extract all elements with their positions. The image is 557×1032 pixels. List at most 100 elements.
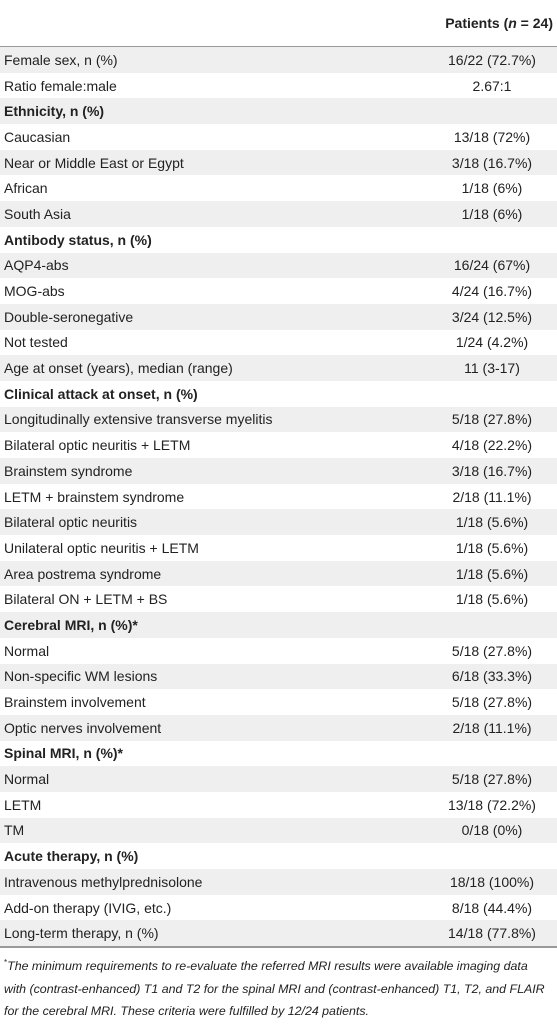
row-value [427,98,557,124]
table-row: Optic nerves involvement 2/18 (11.1%) [0,714,557,741]
row-value: 1/18 (6%) [461,205,523,222]
row-label: Area postrema syndrome [4,565,162,582]
row-value: 13/18 (72%) [453,128,531,145]
row-label: Normal [4,642,50,659]
table-row: Brainstem involvement 5/18 (27.8%) [0,689,557,715]
row-value: 5/18 (27.8%) [451,642,533,659]
row-label: Add-on therapy (IVIG, etc.) [4,899,172,916]
section-label: Acute therapy, n (%) [4,848,139,865]
row-label: Bilateral optic neuritis + LETM [4,437,191,454]
table-row: Normal 5/18 (27.8%) [0,638,557,664]
row-value [427,612,557,638]
row-label: Age at onset (years), median (range) [4,360,233,377]
table-row: Clinical attack at onset, n (%) [0,381,557,407]
row-label: LETM + brainstem syndrome [4,488,185,505]
row-value: 3/18 (16.7%) [451,462,533,479]
row-label: LETM [4,796,42,813]
row-label: Normal [4,771,50,788]
row-value: 4/18 (22.2%) [451,437,533,454]
table-row: Age at onset (years), median (range) 11 (… [0,355,557,381]
row-label: Not tested [4,334,68,351]
row-value: 1/18 (5.6%) [455,591,529,608]
table-row: Bilateral optic neuritis + LETM 4/18 (22.… [0,432,557,458]
row-value [427,381,557,407]
table-body: Female sex, n (%) 16/22 (72.7%) Ratio fema… [0,46,557,947]
table-row: Ratio female:male 2.67:1 [0,73,557,99]
row-label: Unilateral optic neuritis + LETM [4,539,199,556]
row-value: 6/18 (33.3%) [451,668,533,685]
table-row: Female sex, n (%) 16/22 (72.7%) [0,46,557,73]
table: Patients (n = 24) Female sex, n (%) 16/22… [0,0,557,947]
footnote: *The minimum requirements to re-evaluate… [0,948,557,1023]
section-label: Ethnicity, n (%) [4,103,105,120]
row-value: 5/18 (27.8%) [451,411,533,428]
row-value: 3/24 (12.5%) [451,308,533,325]
row-label: Non-specific WM lesions [4,668,158,685]
row-value: 2.67:1 [472,77,512,94]
row-value: 1/24 (4.2%) [455,334,529,351]
row-value: 2/18 (11.1%) [452,488,532,505]
table-row: Double-seronegative 3/24 (12.5%) [0,303,557,330]
table-row: Intravenous methylprednisolone 18/18 (100… [0,869,557,895]
table-row: Caucasian 13/18 (72%) [0,124,557,150]
row-value [427,227,557,253]
row-label: MOG-abs [4,283,65,300]
row-label: Brainstem involvement [4,694,146,711]
table-row: Longitudinally extensive transverse myel… [0,406,557,433]
table-row: Normal 5/18 (27.8%) [0,766,557,792]
table-row: Brainstem syndrome 3/18 (16.7%) [0,458,557,484]
header-text: Patients ( [445,15,509,31]
row-label: Bilateral ON + LETM + BS [4,591,168,608]
row-value: 4/24 (16.7%) [451,283,533,300]
footnote-mark: * [4,958,8,968]
rule [0,947,557,949]
row-label: Ratio female:male [4,77,117,94]
section-label: Antibody status, n (%) [4,231,152,248]
row-label: Female sex, n (%) [4,51,118,68]
section-label: Clinical attack at onset, n (%) [4,385,198,402]
table-row: Add-on therapy (IVIG, etc.) 8/18 (44.4%) [0,895,557,921]
row-label: TM [4,822,25,839]
table-row: TM 0/18 (0%) [0,817,557,844]
row-value: 1/18 (5.6%) [455,539,529,556]
row-value: 16/24 (67%) [453,257,531,274]
row-value [427,843,557,869]
row-label: Near or Middle East or Egypt [4,154,184,171]
row-value: 18/18 (100%) [449,873,535,890]
table-row: African 1/18 (6%) [0,175,557,201]
row-value: 8/18 (44.4%) [451,899,533,916]
row-value: 1/18 (5.6%) [455,565,529,582]
row-value: 11 (3-17) [464,360,520,377]
table-row: Cerebral MRI, n (%)* [0,612,557,638]
table-row: LETM 13/18 (72.2%) [0,792,557,818]
table-row: Unilateral optic neuritis + LETM 1/18 (5.… [0,535,557,561]
row-label: Bilateral optic neuritis [4,514,138,531]
row-value: 13/18 (72.2%) [448,796,536,813]
table-row: Not tested 1/24 (4.2%) [0,330,557,356]
header-row: Patients (n = 24) [0,0,557,47]
row-label: Double-seronegative [4,308,134,325]
row-label: AQP4-abs [4,257,69,274]
table-row: South Asia 1/18 (6%) [0,201,557,227]
row-value: 5/18 (27.8%) [451,694,533,711]
table-row: Antibody status, n (%) [0,227,557,253]
row-value [427,741,557,767]
row-value: 1/18 (5.6%) [455,514,529,531]
table-row: Long-term therapy, n (%) 14/18 (77.8%) [0,920,557,947]
header-text: n [508,15,517,31]
row-label: Intravenous methylprednisolone [4,873,203,890]
row-label: African [4,180,48,197]
section-label: Cerebral MRI, n (%)* [4,616,138,633]
table-row: Non-specific WM lesions 6/18 (33.3%) [0,663,557,690]
row-value: 5/18 (27.8%) [451,771,533,788]
table-row: Ethnicity, n (%) [0,98,557,125]
table-row: Near or Middle East or Egypt 3/18 (16.7%) [0,149,557,176]
row-value: 1/18 (6%) [461,180,523,197]
header-cell: Patients (n = 24) [427,0,557,47]
row-label: Optic nerves involvement [4,719,162,736]
header-text: = 24) [516,15,553,31]
section-label: Spinal MRI, n (%)* [4,745,123,762]
table-row: Bilateral ON + LETM + BS 1/18 (5.6%) [0,586,557,612]
row-value: 0/18 (0%) [461,822,523,839]
